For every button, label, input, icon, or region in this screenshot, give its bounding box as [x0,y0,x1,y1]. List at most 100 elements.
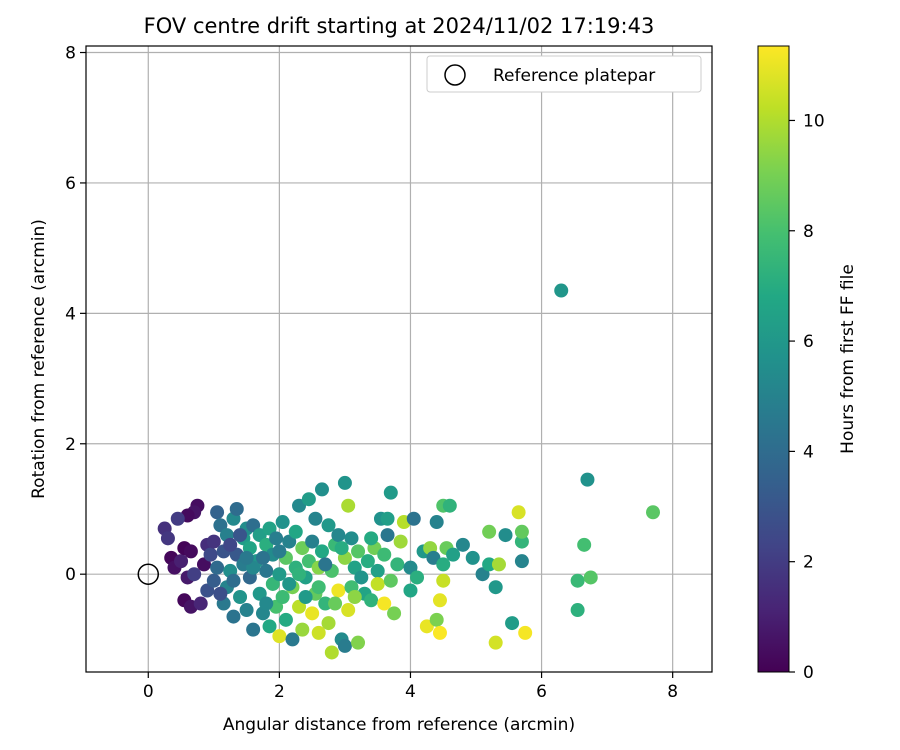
legend-marker-reference [444,64,466,86]
colorbar-tick-label: 8 [803,222,814,242]
data-point [321,616,336,631]
data-point [436,573,451,588]
data-point [233,528,248,543]
data-point [239,603,254,618]
x-axis-ticks: 0 2 4 6 8 [143,672,678,702]
data-point [282,576,297,591]
data-point [239,550,254,565]
data-point [301,554,316,569]
data-point [403,583,418,598]
data-point [370,576,385,591]
legend: Reference platepar [426,55,702,93]
y-tick-label: 4 [65,304,76,324]
data-point [210,505,225,520]
data-point [331,583,346,598]
data-point [383,573,398,588]
data-point [351,635,366,650]
data-point [259,563,274,578]
data-point [488,635,503,650]
chart-title: FOV centre drift starting at 2024/11/02 … [144,14,655,38]
data-point [193,596,208,611]
data-point [455,537,470,552]
colorbar-gradient [757,45,790,673]
data-point [419,619,434,634]
data-point [223,537,238,552]
data-point [498,528,513,543]
legend-label-reference: Reference platepar [493,66,655,86]
data-point [505,616,520,631]
data-point [518,625,533,640]
data-point [321,518,336,533]
y-tick-label: 8 [65,44,76,64]
colorbar-tick-label: 6 [803,332,814,352]
data-point [429,612,444,627]
data-point [233,590,248,605]
data-point [305,534,320,549]
data-point [255,550,270,565]
colorbar-tick-label: 2 [803,553,814,573]
data-point [514,554,529,569]
data-point [514,534,529,549]
data-point [331,528,346,543]
data-point [432,593,447,608]
data-point [393,534,408,549]
data-point [314,482,329,497]
data-point [246,622,261,637]
data-point [170,511,185,526]
data-point [269,531,284,546]
data-point [442,498,457,513]
data-point [292,498,307,513]
data-point [337,638,352,653]
x-tick-label: 2 [274,682,285,702]
data-point [187,567,202,582]
data-point [311,625,326,640]
colorbar: 0 2 4 6 8 10 Hours from first FF file [757,45,858,683]
data-point [390,557,405,572]
data-point [511,505,526,520]
colorbar-tick-label: 0 [803,663,814,683]
reference-platepar-marker [137,563,160,585]
data-point [324,645,339,660]
data-point [334,541,349,556]
data-point [262,619,277,634]
data-point [554,283,569,298]
data-point [314,544,329,559]
data-point [406,511,421,526]
data-point [426,550,441,565]
data-point [482,524,497,539]
data-point [364,531,379,546]
data-point [275,515,290,530]
data-point [570,603,585,618]
data-point [311,580,326,595]
data-point [380,528,395,543]
colorbar-tick-label: 4 [803,442,814,462]
data-point [482,557,497,572]
y-tick-label: 2 [65,435,76,455]
data-point [298,590,313,605]
data-point [344,531,359,546]
data-point [288,524,303,539]
x-axis-label: Angular distance from reference (arcmin) [223,715,575,735]
data-point [380,511,395,526]
data-point [295,541,310,556]
data-point [278,612,293,627]
data-point [429,515,444,530]
data-point [577,537,592,552]
x-tick-label: 0 [143,682,154,702]
data-point [465,550,480,565]
data-point [646,505,661,520]
data-point [377,547,392,562]
legend-box [426,55,702,93]
data-point [213,586,228,601]
colorbar-ticks: 0 2 4 6 8 10 [789,111,825,683]
data-point [387,606,402,621]
colorbar-tick-label: 10 [803,111,825,131]
data-point [514,524,529,539]
data-point [570,573,585,588]
x-tick-label: 6 [536,682,547,702]
y-axis-ticks: 0 2 4 6 8 [65,44,86,585]
data-point [436,557,451,572]
data-point [272,544,287,559]
data-point [272,567,287,582]
